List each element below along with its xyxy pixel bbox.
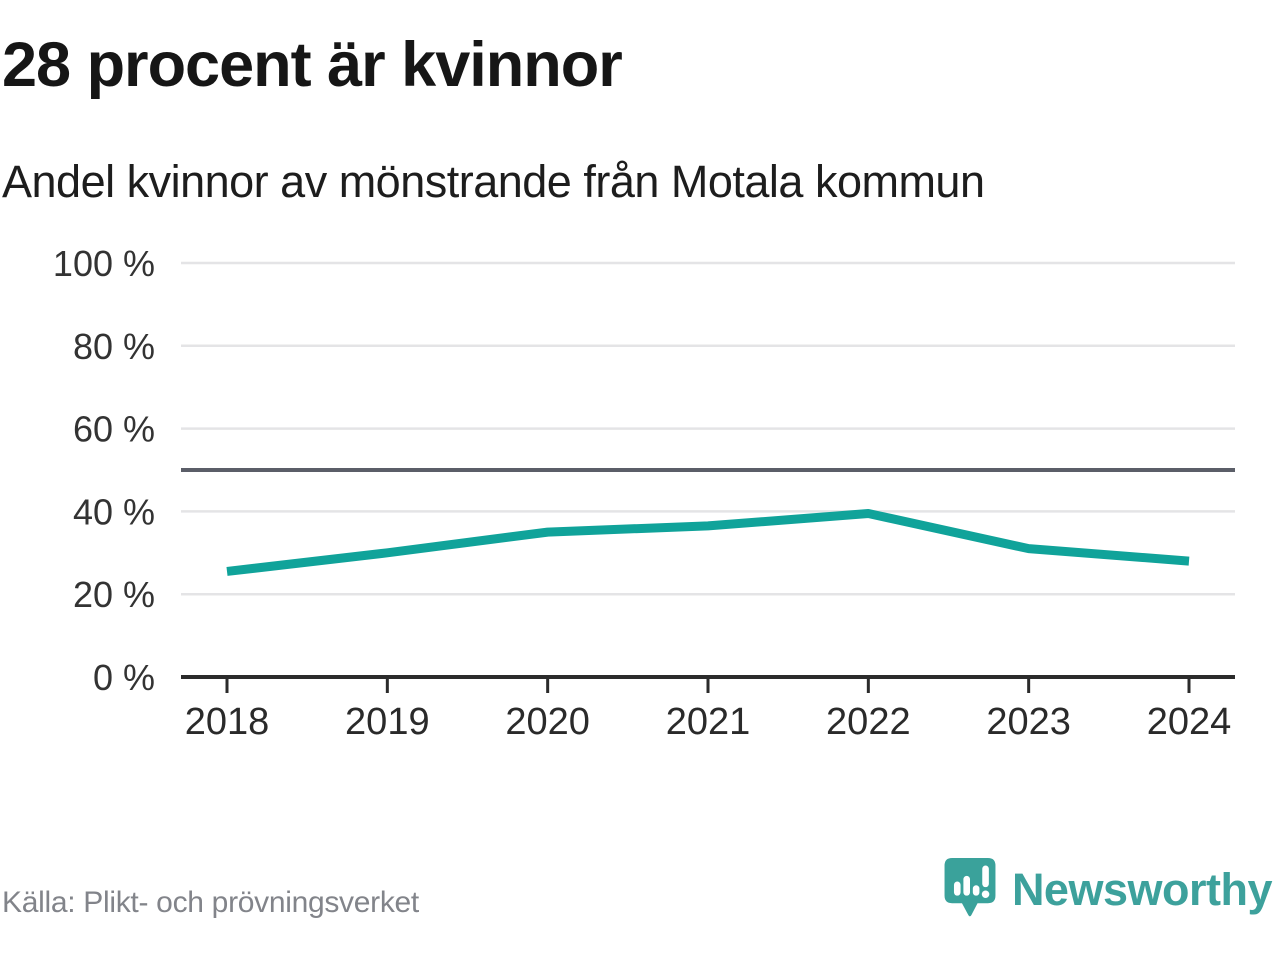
x-axis-tick-label: 2022 [826, 701, 911, 743]
x-axis-tick-label: 2018 [185, 701, 270, 743]
x-axis-tick-label: 2020 [505, 701, 590, 743]
x-axis-tick-label: 2023 [986, 701, 1071, 743]
newsworthy-logo: Newsworthy [943, 854, 1273, 926]
line-chart: 0 % 20 % 40 % 60 % 80 % 100 % 2018 2019 2020 2021… [53, 243, 1235, 743]
chart-subtitle: Andel kvinnor av mönstrande från Motala … [2, 156, 985, 207]
y-axis-tick-label: 40 % [73, 491, 155, 532]
y-axis-tick-label: 20 % [73, 574, 155, 615]
newsworthy-logo-text: Newsworthy [1011, 864, 1273, 915]
y-axis-tick-label: 60 % [73, 409, 155, 450]
x-axis-tick-label: 2021 [666, 701, 751, 743]
x-axis-tick-label: 2019 [345, 701, 430, 743]
source-note: Källa: Plikt- och prövningsverket [2, 886, 419, 919]
y-axis-tick-label: 80 % [73, 326, 155, 367]
newsworthy-logo-icon [944, 857, 996, 917]
data-line [226, 508, 1190, 576]
y-axis-tick-label: 0 % [93, 657, 155, 698]
x-axis-tick-label: 2024 [1147, 701, 1232, 743]
page-title: 28 procent är kvinnor [2, 30, 623, 100]
y-axis-tick-label: 100 % [53, 243, 155, 284]
